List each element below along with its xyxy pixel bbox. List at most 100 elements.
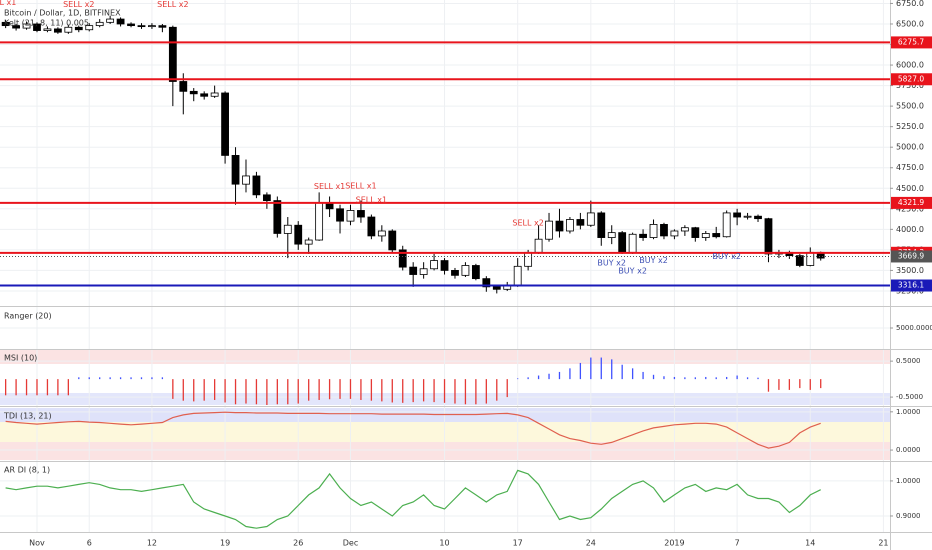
candle-body [701, 233, 710, 238]
y-tick-label: 5000.0 [896, 143, 924, 152]
x-tick-label: 7 [735, 539, 740, 548]
chart-subtitle: Kelt (21, 8, 11) 0.005 [4, 19, 89, 28]
candle-body [524, 251, 533, 267]
last-price-label: 3669.9 [898, 251, 924, 260]
candle-body [754, 215, 762, 220]
candle-body [440, 260, 449, 271]
signal-label: SELL x2 [63, 0, 94, 9]
indicator-title: MSI (10) [4, 354, 37, 363]
candle-body [336, 208, 344, 222]
candle-body [346, 210, 355, 222]
candle-body [419, 268, 428, 275]
candle-body [116, 18, 125, 25]
signal-label: SELL x1 [356, 195, 387, 204]
level-label: 6275.7 [898, 37, 924, 46]
y-tick-label: 5250.0 [896, 122, 924, 131]
candle-body [12, 25, 20, 29]
candle-body [74, 26, 83, 31]
candle-body [22, 23, 31, 29]
x-tick-label: 19 [220, 539, 230, 548]
candle-body [53, 28, 62, 33]
candle-body [576, 219, 585, 226]
candle-body [137, 25, 146, 28]
candle-body [95, 21, 104, 27]
candle-body [273, 200, 282, 234]
level-label: 4321.9 [898, 198, 924, 207]
candle-body [294, 224, 303, 245]
candle-body [179, 81, 188, 92]
candle-body [409, 266, 418, 275]
signal-label: BUY x2 [712, 252, 741, 261]
candle-body [764, 218, 773, 255]
candle-body [660, 224, 668, 237]
candle-body [722, 212, 731, 238]
indicator-tick-label: 0.9000 [896, 512, 921, 520]
candle-body [597, 212, 606, 238]
indicator-tick-label: 5000.0000 [896, 324, 932, 332]
x-tick-label: Nov [29, 539, 45, 548]
y-tick-label: 4500.0 [896, 184, 924, 193]
candle-body [534, 238, 543, 253]
candle-body [242, 175, 250, 185]
candle-body [649, 224, 658, 238]
candle-body [189, 90, 198, 95]
level-label-box [891, 36, 932, 49]
x-tick-label: 24 [586, 539, 596, 548]
candle-body [586, 212, 595, 226]
y-tick-label: 6000.0 [896, 61, 924, 70]
x-tick-label: 14 [805, 539, 815, 548]
candle-body [618, 232, 627, 253]
candle-body [158, 25, 167, 28]
indicator-title: TDI (13, 21) [3, 412, 52, 421]
candle-body [492, 286, 501, 290]
candle-body [252, 175, 261, 196]
candle-body [325, 202, 334, 210]
signal-label: SELL x2 [157, 0, 188, 9]
candle-body [43, 28, 52, 31]
candle-body [200, 93, 209, 97]
candle-body [639, 233, 647, 238]
candle-body [712, 233, 721, 238]
candle-body [607, 232, 616, 238]
level-label: 5827.0 [898, 74, 924, 83]
x-tick-label: 2019 [664, 539, 684, 548]
indicator-tick-label: 1.0000 [896, 477, 921, 485]
candle-body [221, 92, 229, 156]
signal-label: BUY x2 [618, 267, 647, 276]
signal-label: BUY x2 [597, 259, 626, 268]
candle-body [795, 255, 804, 266]
candle-body [628, 233, 637, 253]
last-price-box [891, 250, 932, 263]
candle-body [461, 265, 470, 276]
indicator-tick-label: -0.5000 [896, 393, 923, 401]
candle-body [566, 219, 574, 232]
level-label-box [891, 279, 932, 292]
candle-body [33, 23, 41, 31]
candle-body [1, 21, 10, 27]
candle-body [398, 249, 407, 268]
indicator-tick-label: 1.0000 [896, 408, 921, 416]
candle-body [545, 220, 553, 240]
candle-body [127, 23, 135, 27]
x-tick-label: 17 [513, 539, 523, 548]
x-tick-label: 26 [293, 539, 303, 548]
candle-body [733, 212, 742, 218]
y-tick-label: 4750.0 [896, 163, 924, 172]
x-tick-label: 6 [87, 539, 92, 548]
candle-body [388, 230, 397, 251]
y-tick-label: 5750.0 [896, 81, 924, 90]
candle-body [806, 251, 815, 266]
candle-body [430, 260, 438, 270]
level-label-box [891, 73, 932, 86]
candle-body [471, 265, 480, 280]
x-tick-label: Dec [343, 539, 358, 548]
candle-body [451, 270, 459, 276]
candle-body [555, 220, 564, 232]
y-tick-label: 6500.0 [896, 19, 924, 28]
candle-body [315, 202, 324, 241]
indicator-title: AR DI (8, 1) [4, 466, 50, 475]
signal-label: LL x1 [0, 0, 16, 7]
candle-body [367, 216, 376, 237]
signal-label: SELL x1 [314, 182, 345, 191]
